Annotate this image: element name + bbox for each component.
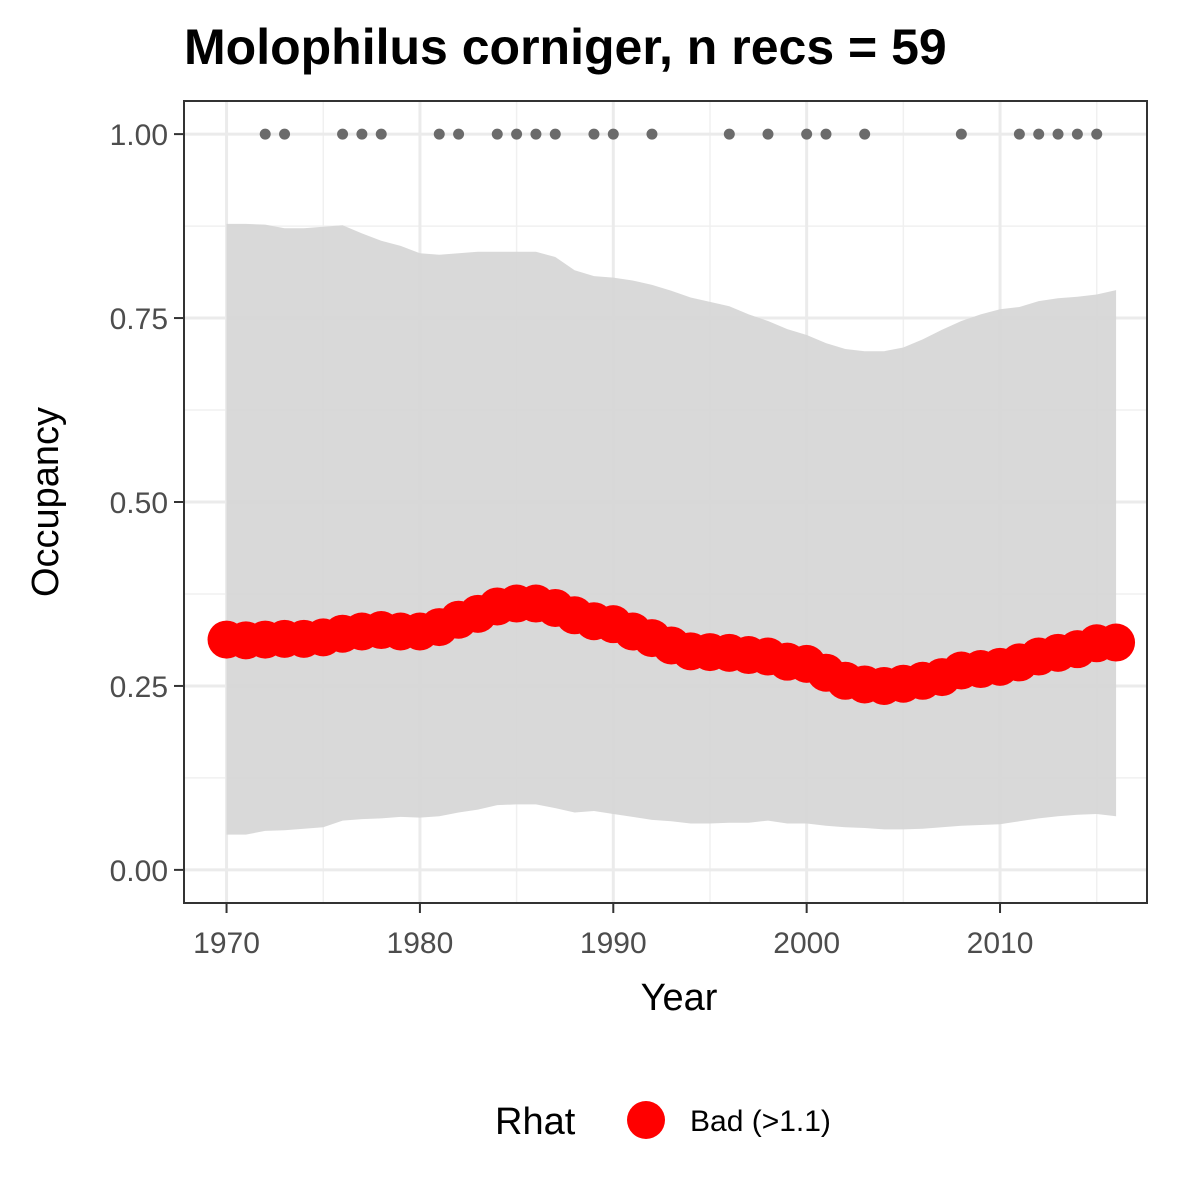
x-tick-label: 1990 <box>580 927 647 960</box>
legend: Rhat Bad (>1.1) <box>495 1101 831 1143</box>
y-tick-label: 0.75 <box>110 303 168 336</box>
record-point <box>1033 128 1045 140</box>
record-point <box>453 128 465 140</box>
record-point <box>723 128 735 140</box>
record-point <box>801 128 813 140</box>
occupancy-trend <box>207 584 1136 705</box>
x-tick-label: 2010 <box>967 927 1034 960</box>
record-point <box>279 128 291 140</box>
y-tick-label: 1.00 <box>110 119 168 152</box>
record-point <box>1052 128 1064 140</box>
record-point <box>375 128 387 140</box>
legend-key <box>627 1101 665 1139</box>
y-tick-label: 0.50 <box>110 487 168 520</box>
legend-title: Rhat <box>495 1101 576 1143</box>
chart-title: Molophilus corniger, n recs = 59 <box>184 19 947 75</box>
record-point <box>511 128 523 140</box>
confidence-ribbon <box>226 223 1117 835</box>
record-point <box>762 128 774 140</box>
record-point <box>491 128 503 140</box>
record-point <box>549 128 561 140</box>
record-point <box>433 128 445 140</box>
legend-label: Bad (>1.1) <box>690 1105 831 1138</box>
record-point <box>646 128 658 140</box>
record-point <box>1013 128 1025 140</box>
y-axis-title: Occupancy <box>25 407 67 597</box>
record-point <box>820 128 832 140</box>
record-point <box>859 128 871 140</box>
record-point <box>259 128 271 140</box>
y-axis: 0.00 0.25 0.50 0.75 1.00 <box>110 119 184 888</box>
record-point <box>588 128 600 140</box>
record-point <box>1071 128 1083 140</box>
occupancy-point <box>1097 623 1136 662</box>
plot-panel <box>183 100 1148 904</box>
record-point <box>1091 128 1103 140</box>
x-axis-title: Year <box>641 977 718 1019</box>
record-points <box>259 128 1103 140</box>
y-tick-label: 0.00 <box>110 855 168 888</box>
record-point <box>530 128 542 140</box>
x-tick-label: 1980 <box>387 927 454 960</box>
record-point <box>356 128 368 140</box>
x-tick-label: 1970 <box>193 927 260 960</box>
x-axis: 1970 1980 1990 2000 2010 <box>193 903 1033 960</box>
record-point <box>607 128 619 140</box>
x-tick-label: 2000 <box>773 927 840 960</box>
y-tick-label: 0.25 <box>110 671 168 704</box>
record-point <box>955 128 967 140</box>
record-point <box>337 128 349 140</box>
